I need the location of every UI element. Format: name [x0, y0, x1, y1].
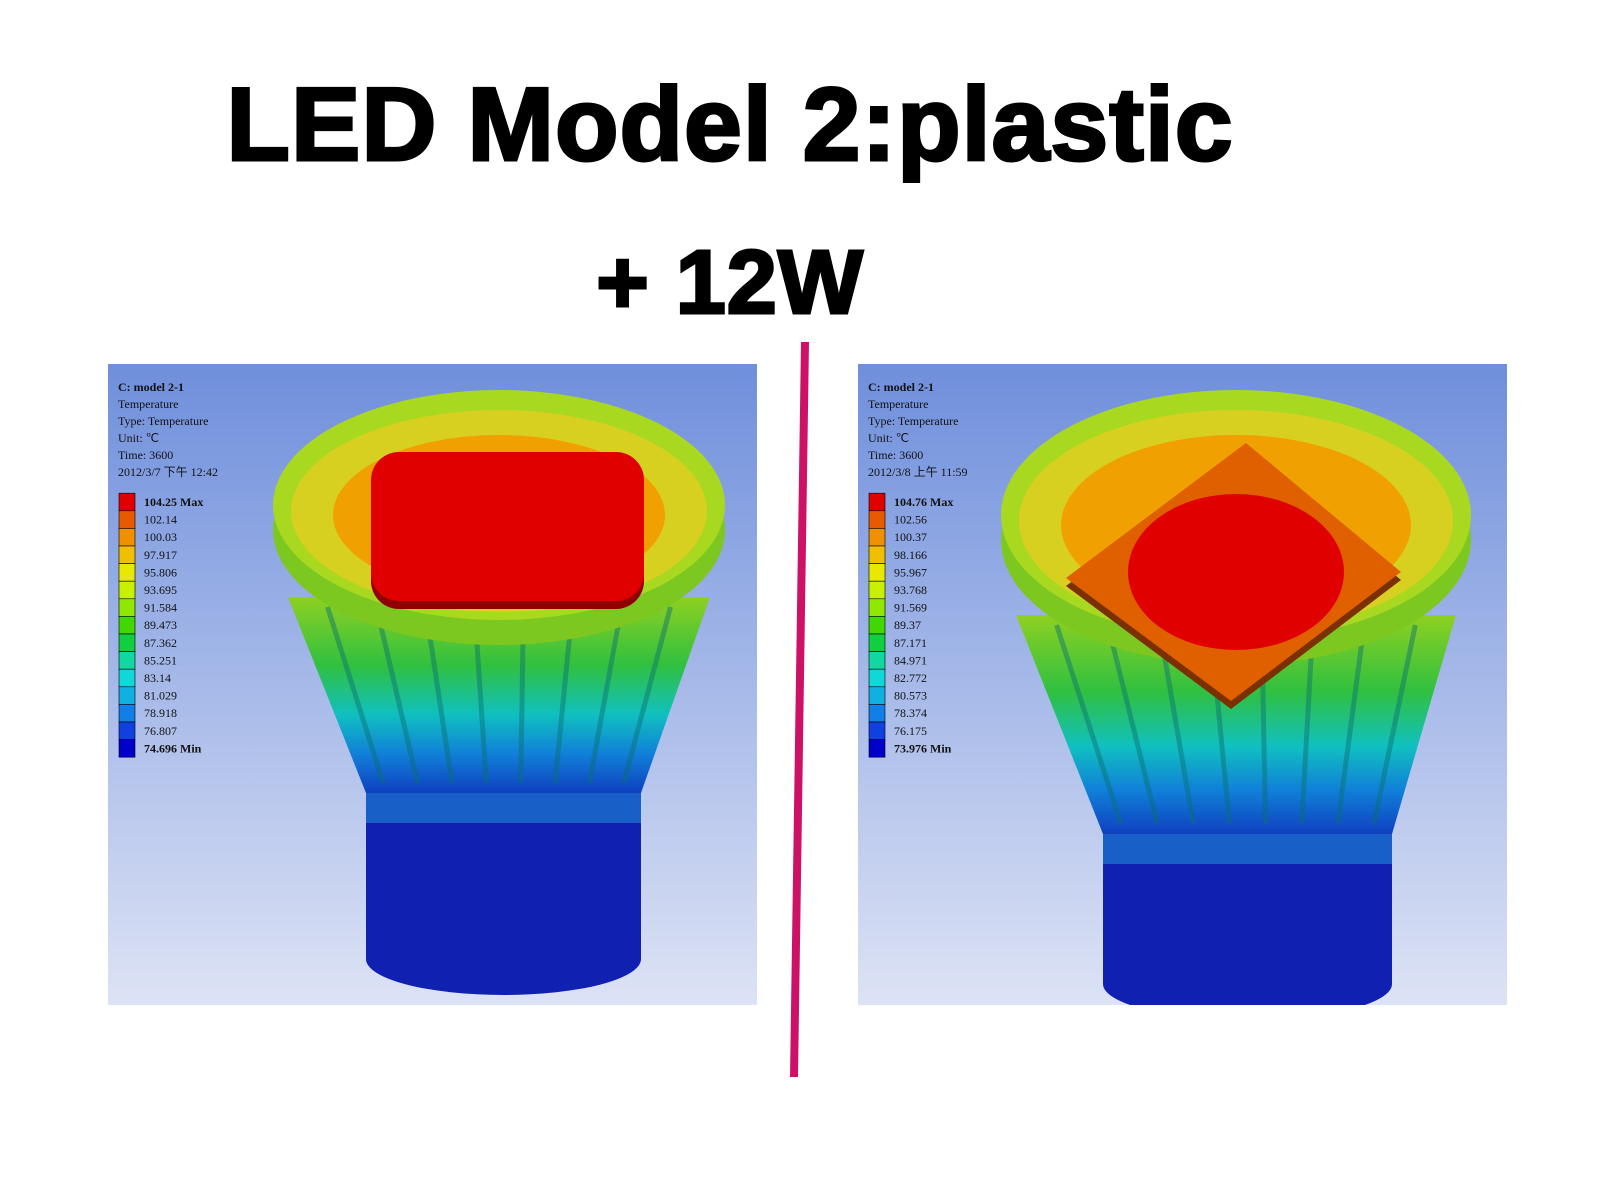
legend-swatch	[868, 510, 886, 529]
legend-swatch	[868, 739, 886, 758]
legend-label: 89.37	[894, 618, 921, 632]
header-text: C: model 2-1	[118, 380, 184, 394]
legend-label: 95.806	[144, 565, 177, 579]
legend-swatch	[868, 563, 886, 582]
legend-swatch	[118, 686, 136, 705]
legend-swatch	[868, 528, 886, 547]
legend-swatch	[118, 492, 136, 512]
legend-swatch	[868, 545, 886, 564]
legend-swatch	[118, 510, 136, 529]
fin-gap	[374, 606, 420, 784]
legend-swatch	[118, 616, 136, 635]
legend-label: 85.251	[144, 653, 177, 667]
fin-gap	[1105, 624, 1160, 825]
legend-label: 80.573	[894, 689, 927, 703]
lamp-base-bottom	[1103, 948, 1392, 1005]
legend-swatch	[118, 528, 136, 547]
legend-label: 97.917	[144, 548, 177, 562]
header-text: Unit: ℃	[868, 431, 909, 445]
header-text: Type: Temperature	[118, 414, 208, 428]
header-text: 2012/3/7 下午 12:42	[118, 465, 218, 479]
legend-label: 76.175	[894, 724, 927, 738]
header-text: Type: Temperature	[868, 414, 958, 428]
header-text: Unit: ℃	[118, 431, 159, 445]
legend-swatch	[868, 598, 886, 617]
header-text: Time: 3600	[868, 448, 923, 462]
fin-gap	[586, 606, 624, 784]
legend-label: 87.362	[144, 636, 177, 650]
hot-zone	[1128, 494, 1344, 650]
legend-label: 95.967	[894, 565, 927, 579]
header-text: Temperature	[118, 397, 178, 411]
legend-swatch	[868, 616, 886, 635]
lamp-base-bottom	[366, 923, 641, 995]
slide-subtitle: + 12W	[595, 232, 865, 335]
legend-label: 73.976 Min	[894, 741, 952, 755]
legend-swatch	[118, 668, 136, 688]
legend-label: 100.03	[144, 530, 177, 544]
legend-label: 100.37	[894, 530, 927, 544]
legend-label: 87.171	[894, 636, 927, 650]
slide-title: LED Model 2:plastic	[225, 66, 1234, 185]
legend-label: 76.807	[144, 724, 177, 738]
legend-swatch	[868, 651, 886, 670]
lamp-body	[1016, 615, 1456, 834]
legend-label: 93.768	[894, 583, 927, 597]
simulation-panel: C: model 2-1 Temperature Type: Temperature…	[858, 364, 1507, 1005]
legend-swatch	[118, 704, 136, 723]
legend-swatch	[118, 580, 136, 600]
legend-label: 102.14	[144, 513, 177, 527]
legend-swatch	[118, 598, 136, 617]
fin-gap	[1371, 624, 1418, 825]
simulation-panel: C: model 2-1 Temperature Type: Temperature…	[108, 364, 757, 1005]
header-text: Time: 3600	[118, 448, 173, 462]
legend-swatch	[868, 686, 886, 705]
legend-swatch	[868, 704, 886, 723]
divider	[790, 341, 809, 1078]
legend-label: 98.166	[894, 548, 927, 562]
legend-label: 104.76 Max	[894, 495, 953, 509]
legend-label: 78.374	[894, 706, 927, 720]
legend-swatch	[868, 668, 886, 688]
legend-swatch	[868, 492, 886, 512]
legend-swatch	[118, 721, 136, 740]
legend-label: 89.473	[144, 618, 177, 632]
header-text: C: model 2-1	[868, 380, 934, 394]
legend-label: 84.971	[894, 653, 927, 667]
header-text: 2012/3/8 上午 11:59	[868, 465, 968, 479]
legend-swatch	[118, 563, 136, 582]
legend-label: 93.695	[144, 583, 177, 597]
legend-label: 83.14	[144, 671, 171, 685]
legend-label: 78.918	[144, 706, 177, 720]
legend-swatch	[868, 633, 886, 652]
fin-gap	[621, 606, 673, 784]
legend-label: 82.772	[894, 671, 927, 685]
header-text: Temperature	[868, 397, 928, 411]
legend-swatch	[118, 545, 136, 564]
legend-label: 104.25 Max	[144, 495, 203, 509]
fin-gap	[325, 606, 386, 784]
legend-label: 91.584	[144, 601, 177, 615]
fin-gap	[1335, 624, 1367, 825]
hot-pad	[371, 452, 644, 601]
legend-swatch	[868, 721, 886, 740]
legend-label: 91.569	[894, 601, 927, 615]
legend-swatch	[118, 651, 136, 670]
fin-gap	[1054, 624, 1124, 825]
legend-swatch	[868, 580, 886, 600]
legend-swatch	[118, 633, 136, 652]
legend-label: 102.56	[894, 513, 927, 527]
legend-label: 74.696 Min	[144, 741, 202, 755]
legend-label: 81.029	[144, 689, 177, 703]
lamp-body	[288, 597, 710, 793]
legend-swatch	[118, 739, 136, 758]
